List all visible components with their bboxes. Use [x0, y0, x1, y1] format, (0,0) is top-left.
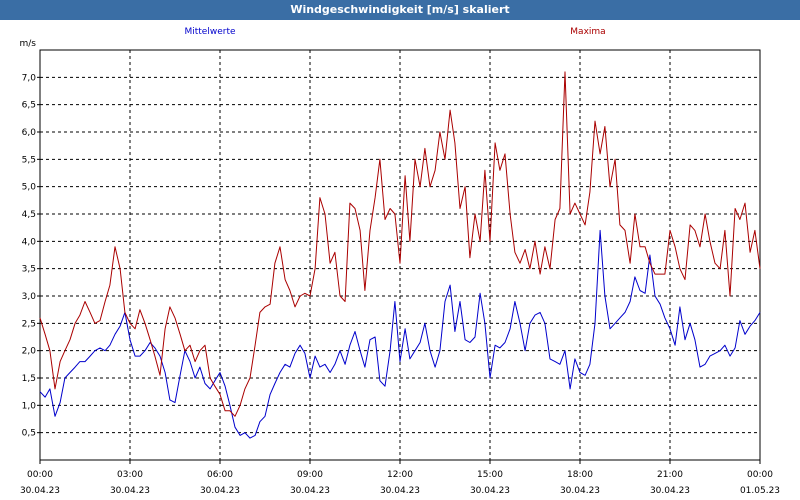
y-tick-label: 2,5	[22, 319, 36, 329]
y-tick-label: 3,0	[22, 292, 37, 302]
x-tick-label-time: 06:00	[207, 470, 233, 480]
x-tick-label-time: 03:00	[117, 470, 143, 480]
y-axis-label: m/s	[20, 39, 37, 49]
y-tick-label: 4,0	[22, 237, 37, 247]
x-tick-label-date: 30.04.23	[470, 486, 510, 496]
y-tick-label: 1,0	[22, 401, 37, 411]
series-line-maxima	[39, 71, 761, 417]
x-tick-label-date: 30.04.23	[110, 486, 150, 496]
legend-entry-maxima: Maxima	[570, 27, 605, 37]
x-tick-label-date: 30.04.23	[290, 486, 330, 496]
y-tick-label: 6,5	[22, 101, 36, 111]
x-tick-label-date: 30.04.23	[650, 486, 690, 496]
x-tick-label-time: 21:00	[657, 470, 683, 480]
y-tick-label: 6,0	[22, 128, 37, 138]
y-tick-label: 1,5	[22, 374, 36, 384]
line-chart: 0,5 1,0 1,5 2,0 2,5 3,0 3,5 4,0 4,5 5,0 5,5 6,0 6,5 7…	[20, 27, 781, 496]
y-tick-label: 5,5	[22, 155, 36, 165]
legend-entry-mittelwerte: Mittelwerte	[184, 27, 235, 37]
plot-frame	[39, 49, 761, 461]
x-tick-label-time: 09:00	[297, 470, 323, 480]
x-tick-label-time: 18:00	[567, 470, 593, 480]
y-tick-label: 4,5	[22, 210, 36, 220]
y-tick-label: 3,5	[22, 265, 36, 275]
y-tick-label: 7,0	[22, 73, 37, 83]
y-tick-label: 5,0	[22, 183, 37, 193]
window-title: Windgeschwindigkeit [m/s] skaliert	[0, 0, 800, 20]
x-tick-label-time: 00:00	[747, 470, 773, 480]
series-line-mittelwerte	[39, 229, 761, 439]
x-tick-label-date: 30.04.23	[560, 486, 600, 496]
x-tick-label-time: 12:00	[387, 470, 413, 480]
y-tick-label: 2,0	[22, 347, 37, 357]
x-tick-label-date: 30.04.23	[380, 486, 420, 496]
x-tick-label-date: 30.04.23	[200, 486, 240, 496]
x-tick-label-time: 00:00	[27, 470, 53, 480]
x-tick-label-time: 15:00	[477, 470, 503, 480]
x-tick-label-date: 30.04.23	[20, 486, 60, 496]
x-tick-label-date: 01.05.23	[740, 486, 780, 496]
y-tick-label: 0,5	[22, 429, 36, 439]
